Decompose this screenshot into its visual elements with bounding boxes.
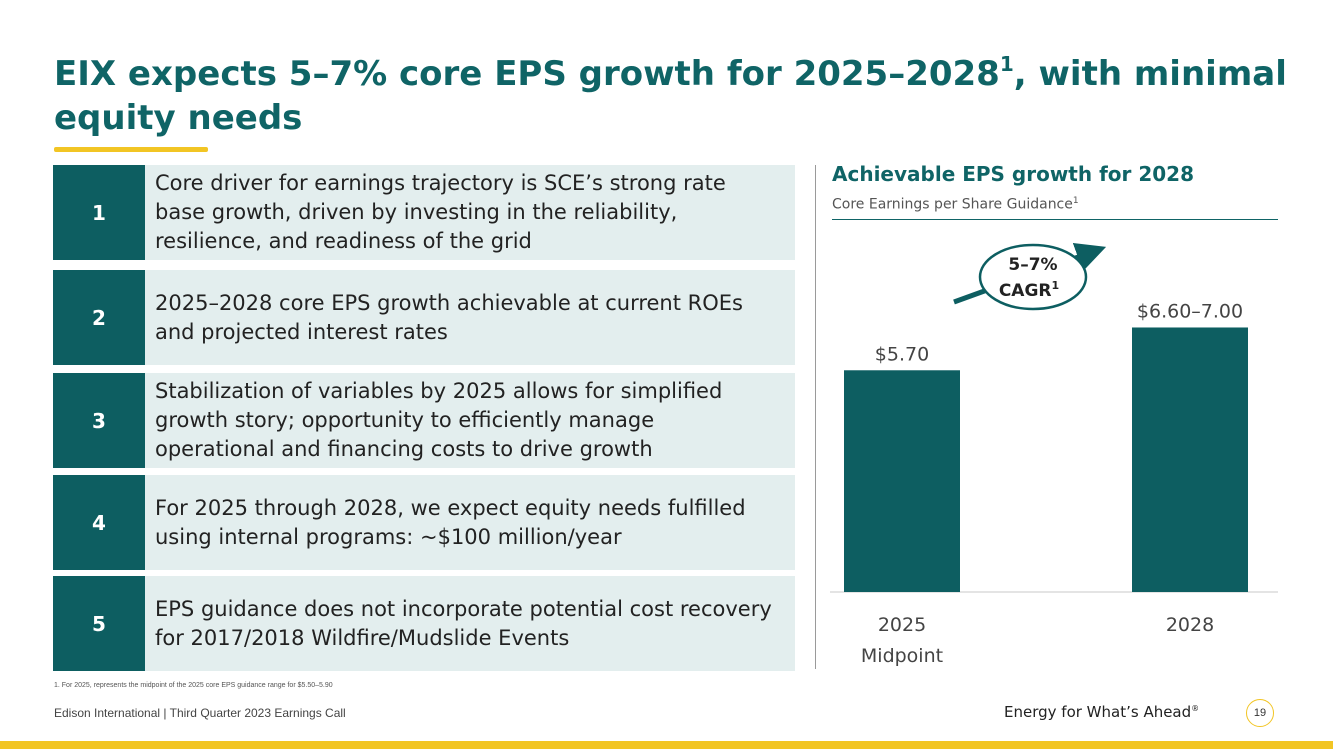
bar-2025 bbox=[844, 370, 960, 592]
item-number: 5 bbox=[53, 576, 145, 671]
item-text: 2025–2028 core EPS growth achievable at … bbox=[155, 290, 743, 344]
eps-bar-chart: $5.70 $6.60–7.00 2025 Midpoint 2028 5–7%… bbox=[830, 243, 1278, 667]
category-label-2025: 2025 bbox=[878, 614, 926, 636]
page-number: 19 bbox=[1246, 699, 1274, 727]
item-number: 2 bbox=[53, 270, 145, 365]
item-text: EPS guidance does not incorporate potent… bbox=[155, 596, 772, 650]
bottom-accent-bar bbox=[0, 741, 1333, 749]
page-title: EIX expects 5–7% core EPS growth for 202… bbox=[54, 52, 1287, 138]
footnote: 1. For 2025, represents the midpoint of … bbox=[54, 682, 333, 689]
cagr-percent: 5–7% bbox=[1008, 255, 1057, 275]
category-label-2028: 2028 bbox=[1166, 614, 1214, 636]
list-item-4: 4 For 2025 through 2028, we expect equit… bbox=[53, 475, 795, 570]
data-label-2028: $6.60–7.00 bbox=[1137, 300, 1243, 322]
footer-source: Edison International | Third Quarter 202… bbox=[54, 706, 346, 720]
item-text: Stabilization of variables by 2025 allow… bbox=[155, 379, 723, 461]
data-label-2025: $5.70 bbox=[875, 343, 929, 365]
item-text: Core driver for earnings trajectory is S… bbox=[155, 171, 726, 253]
list-item-2: 2 2025–2028 core EPS growth achievable a… bbox=[53, 270, 795, 365]
item-number: 1 bbox=[53, 165, 145, 260]
cagr-label: CAGR1 bbox=[999, 279, 1059, 301]
list-item-3: 3 Stabilization of variables by 2025 all… bbox=[53, 373, 795, 468]
cagr-badge bbox=[978, 243, 1088, 311]
item-text: For 2025 through 2028, we expect equity … bbox=[155, 495, 746, 549]
bar-2028 bbox=[1132, 327, 1248, 592]
title-underline bbox=[54, 147, 208, 152]
list-item-1: 1 Core driver for earnings trajectory is… bbox=[53, 165, 795, 260]
section-divider bbox=[815, 165, 816, 669]
chart-title: Achievable EPS growth for 2028 bbox=[832, 162, 1195, 186]
item-number: 4 bbox=[53, 475, 145, 570]
list-item-5: 5 EPS guidance does not incorporate pote… bbox=[53, 576, 795, 671]
chart-title-rule bbox=[832, 219, 1278, 220]
category-label-midpoint: Midpoint bbox=[861, 645, 943, 667]
chart-subtitle: Core Earnings per Share Guidance1 bbox=[832, 196, 1079, 213]
item-number: 3 bbox=[53, 373, 145, 468]
footer-tagline: Energy for What’s Ahead® bbox=[1004, 703, 1200, 721]
